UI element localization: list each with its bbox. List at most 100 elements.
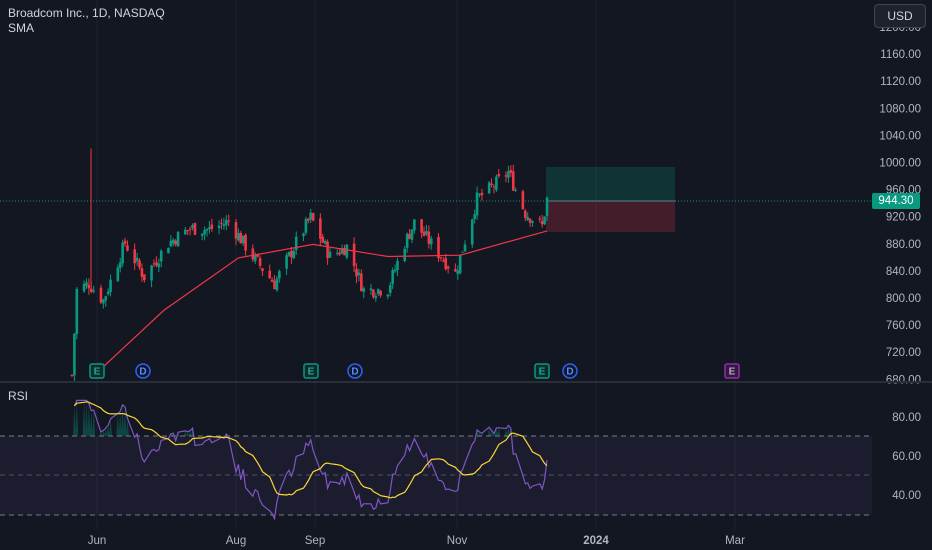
candle-body [167, 247, 170, 254]
candle-body [497, 174, 501, 177]
candle-body [104, 296, 108, 301]
earnings-marker[interactable]: E [303, 363, 319, 379]
indicator-label-rsi[interactable]: RSI [8, 389, 29, 403]
candle-body [126, 245, 129, 251]
candle-body [258, 257, 262, 266]
candle-body [150, 265, 153, 281]
candle-body [244, 234, 247, 251]
symbol-title[interactable]: Broadcom Inc., 1D, NASDAQ [8, 6, 165, 20]
candle-body [123, 240, 127, 244]
candle-body [538, 218, 542, 220]
candle-body [191, 225, 194, 229]
candle-body [328, 251, 332, 258]
candle-body [492, 186, 496, 188]
candle-body [261, 268, 264, 272]
price-tick-label: 1120.00 [880, 76, 921, 88]
rsi-overbought-fill [72, 400, 513, 436]
candle-body [545, 197, 549, 216]
time-tick-label: Nov [447, 535, 468, 547]
candle-body [372, 289, 375, 297]
candle-body [169, 240, 173, 247]
candle-body [106, 291, 110, 295]
price-tick-label: 720.00 [886, 347, 921, 359]
position-stop-zone[interactable] [546, 201, 675, 232]
candle-body [340, 247, 344, 254]
candle-body [184, 229, 187, 235]
currency-button[interactable]: USD [874, 4, 926, 28]
candle-body [75, 288, 79, 335]
candle-body [357, 272, 361, 276]
candle-body [509, 169, 513, 173]
candle-body [294, 236, 298, 251]
candle-body [92, 290, 96, 292]
earnings-marker[interactable]: E [724, 363, 740, 379]
candle-body [102, 299, 105, 304]
candle-body [208, 227, 211, 229]
candle-body [470, 219, 474, 245]
candle-body [355, 268, 358, 277]
candle-body [526, 216, 530, 220]
candle-body [396, 260, 399, 271]
event-label: E [729, 367, 736, 378]
candle-body [374, 296, 378, 299]
candle-body [200, 233, 204, 236]
dividend-marker[interactable]: D [135, 363, 151, 379]
candle-body [362, 288, 366, 292]
price-tick-label: 1040.00 [879, 130, 921, 142]
candle-body [352, 243, 356, 267]
candle-body [292, 250, 296, 259]
candle-body [87, 284, 91, 289]
candle-body [446, 266, 450, 269]
earnings-marker[interactable]: E [89, 363, 105, 379]
candle-body [203, 230, 206, 235]
candle-body [85, 282, 88, 286]
current-price-label: 944.30 [872, 193, 920, 209]
candle-body [511, 171, 515, 191]
dividend-marker[interactable]: D [562, 363, 578, 379]
candle-body [487, 182, 491, 194]
candle-body [478, 194, 481, 196]
candle-body [439, 257, 443, 259]
candle-body [138, 260, 141, 268]
candle-body [234, 222, 238, 239]
candle-body [429, 238, 433, 245]
candle-body [143, 274, 146, 281]
candle-body [217, 225, 221, 229]
candle-body [504, 175, 508, 177]
candle-body [287, 252, 291, 256]
candle-body [159, 250, 163, 262]
price-tick-label: 1160.00 [880, 49, 921, 61]
candle-body [376, 289, 380, 294]
earnings-marker[interactable]: E [534, 363, 550, 379]
candle-body [454, 269, 457, 272]
candle-body [425, 231, 428, 235]
candle-body [540, 221, 544, 225]
candle-body [343, 248, 346, 256]
dividend-marker[interactable]: D [347, 363, 363, 379]
candle-body [140, 268, 144, 277]
candle-body [220, 222, 223, 224]
rsi-axis: 80.00 60.00 40.00 [892, 412, 921, 502]
price-tick-label: 800.00 [886, 293, 921, 305]
candle-body [321, 236, 325, 243]
candle-body [309, 212, 313, 220]
candle-body [256, 254, 259, 257]
price-tick-label: 880.00 [886, 239, 921, 251]
event-label: D [566, 367, 573, 378]
candle-body [118, 262, 122, 269]
candle-body [461, 251, 464, 253]
rsi-line [73, 399, 548, 521]
candle-body [275, 278, 279, 291]
candle-body [410, 229, 414, 240]
time-tick-label: Sep [305, 535, 325, 547]
candle-body [251, 248, 255, 260]
candle-body [155, 262, 158, 266]
candle-body [521, 191, 525, 209]
position-target-zone[interactable] [546, 167, 675, 201]
indicator-label-sma[interactable]: SMA [8, 21, 35, 35]
time-tick-label: Mar [725, 535, 745, 547]
candle-body [490, 183, 493, 185]
candle-body [239, 232, 243, 244]
